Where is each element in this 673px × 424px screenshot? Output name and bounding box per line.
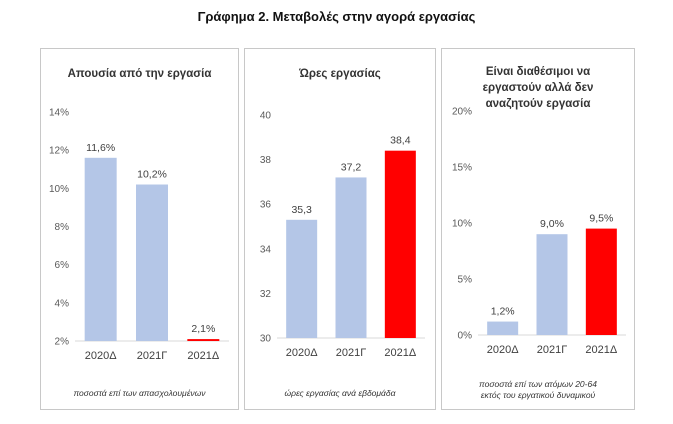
- y-tick-label: 6%: [55, 260, 70, 271]
- y-tick-label: 2%: [55, 337, 70, 348]
- y-tick-label: 4%: [55, 298, 70, 309]
- y-tick-label: 36: [260, 200, 272, 211]
- bar-2020Δ: [487, 322, 518, 335]
- x-category-label: 2020Δ: [286, 347, 318, 359]
- y-tick-label: 10%: [49, 184, 69, 195]
- bar-2021Δ: [385, 151, 416, 338]
- chart-panel-absence: Απουσία από την εργασία 2%4%6%8%10%12%14…: [40, 48, 239, 410]
- data-label: 35,3: [291, 204, 312, 216]
- bar-2020Δ: [85, 158, 117, 341]
- data-label: 38,4: [390, 135, 411, 147]
- data-label: 10,2%: [137, 169, 167, 181]
- chart-note-line: εκτός του εργατικού δυναμικού: [442, 390, 634, 401]
- y-tick-label: 12%: [49, 146, 69, 157]
- chart-note-line: ποσοστά επί των ατόμων 20-64: [442, 379, 634, 390]
- bar-chart-absence: 2% 4% 6% 8% 10% 12% 14% 11,6% 2020Δ 10,2% 2021Γ 2,1…: [41, 49, 240, 411]
- y-tick-label: 0%: [458, 331, 473, 342]
- data-label: 9,0%: [540, 218, 564, 230]
- y-tick-label: 20%: [452, 107, 472, 118]
- x-category-label: 2021Γ: [336, 347, 367, 359]
- y-tick-label: 34: [260, 244, 272, 255]
- x-category-label: 2021Δ: [585, 344, 617, 356]
- bar-chart-hours: 30 32 34 36 38 40 35,3 2020Δ 37,2 2021Γ 38,4 2021Δ: [245, 49, 437, 411]
- chart-note-line: ώρες εργασίας ανά εβδομάδα: [245, 388, 435, 399]
- x-category-label: 2021Δ: [187, 350, 219, 362]
- bar-2020Δ: [286, 220, 317, 338]
- bar-chart-available: 0% 5% 10% 15% 20% 1,2% 2020Δ 9,0% 2021Γ 9,5% 2021Δ: [442, 49, 636, 411]
- data-label: 2,1%: [191, 323, 215, 335]
- y-tick-label: 40: [260, 111, 272, 122]
- y-tick-label: 15%: [452, 163, 472, 174]
- y-tick-label: 14%: [49, 108, 69, 119]
- data-label: 11,6%: [86, 142, 115, 154]
- bar-2021Γ: [336, 177, 367, 338]
- x-category-label: 2021Γ: [537, 344, 568, 356]
- y-tick-label: 32: [260, 289, 272, 300]
- x-category-label: 2020Δ: [85, 350, 117, 362]
- chart-note: ώρες εργασίας ανά εβδομάδα: [245, 388, 435, 399]
- chart-note-line: ποσοστά επί των απασχολουμένων: [41, 388, 238, 399]
- bar-2021Δ: [187, 339, 219, 341]
- y-tick-label: 38: [260, 155, 272, 166]
- chart-note: ποσοστά επί των απασχολουμένων: [41, 388, 238, 399]
- data-label: 1,2%: [491, 306, 515, 318]
- y-tick-label: 5%: [458, 275, 473, 286]
- chart-panel-available: Είναι διαθέσιμοι να εργαστούν αλλά δεν α…: [441, 48, 635, 410]
- data-label: 37,2: [341, 161, 362, 173]
- chart-panel-hours: Ώρες εργασίας 30323436384035,32020Δ37,22…: [244, 48, 436, 410]
- bar-2021Γ: [537, 234, 568, 335]
- chart-note: ποσοστά επί των ατόμων 20-64 εκτός του ε…: [442, 379, 634, 401]
- figure-title: Γράφημα 2. Μεταβολές στην αγορά εργασίας: [0, 9, 673, 24]
- bar-2021Γ: [136, 185, 168, 341]
- x-category-label: 2020Δ: [487, 344, 519, 356]
- bar-2021Δ: [586, 229, 617, 335]
- y-tick-label: 8%: [55, 222, 70, 233]
- x-category-label: 2021Γ: [137, 350, 168, 362]
- y-tick-label: 10%: [452, 219, 472, 230]
- data-label: 9,5%: [589, 213, 613, 225]
- x-category-label: 2021Δ: [384, 347, 416, 359]
- y-tick-label: 30: [260, 334, 272, 345]
